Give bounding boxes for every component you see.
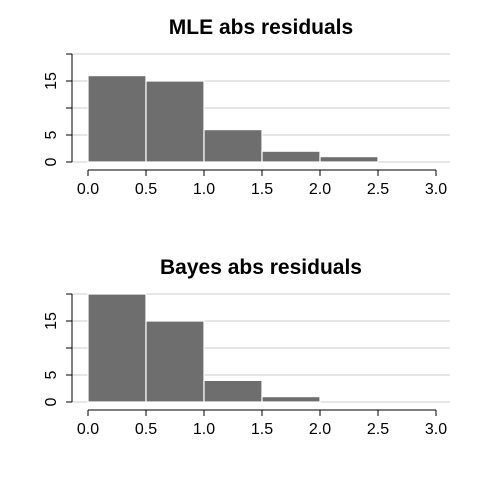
chart-title: Bayes abs residuals [160,256,362,279]
x-axis: 0.0 0.5 1.0 1.5 2.0 2.5 3.0 [77,169,447,198]
histogram-bar [145,320,205,403]
y-tick-label: 15 [43,72,60,90]
histogram-bar [261,150,321,163]
x-tick-label: 2.0 [309,181,331,198]
x-tick-label: 3.0 [425,421,447,438]
histogram-bayes: Bayes abs residuals 0 5 15 0.0 0.5 1.0 1.5 2.0… [43,256,450,438]
histogram-bar [87,293,147,403]
y-tick-label: 0 [43,397,60,406]
x-tick-label: 1.5 [251,421,273,438]
y-tick-label: 0 [43,157,60,166]
x-tick-label: 2.5 [367,181,389,198]
bars [87,74,379,163]
chart-title: MLE abs residuals [169,16,353,39]
histogram-bar [203,379,263,403]
x-axis: 0.0 0.5 1.0 1.5 2.0 2.5 3.0 [77,409,447,438]
bars [87,293,321,403]
y-tick-label: 5 [43,130,60,139]
y-tick-label: 15 [43,312,60,330]
x-tick-label: 3.0 [425,181,447,198]
x-tick-label: 1.5 [251,181,273,198]
histogram-bar [319,156,379,163]
histogram-bar [203,129,263,163]
y-axis: 0 5 15 [43,53,73,166]
x-tick-label: 0.5 [135,181,157,198]
x-tick-label: 1.0 [193,421,215,438]
histogram-bar [145,80,205,163]
x-tick-label: 2.0 [309,421,331,438]
y-axis: 0 5 15 [43,293,73,406]
histogram-bar [261,396,321,403]
histogram-mle: MLE abs residuals 0 5 15 0.0 0.5 1.0 1.5 2.0 2.… [43,16,450,198]
y-tick-label: 5 [43,370,60,379]
x-tick-label: 0.5 [135,421,157,438]
x-tick-label: 0.0 [77,421,99,438]
x-tick-label: 0.0 [77,181,99,198]
x-tick-label: 1.0 [193,181,215,198]
x-tick-label: 2.5 [367,421,389,438]
histogram-bar [87,74,147,163]
